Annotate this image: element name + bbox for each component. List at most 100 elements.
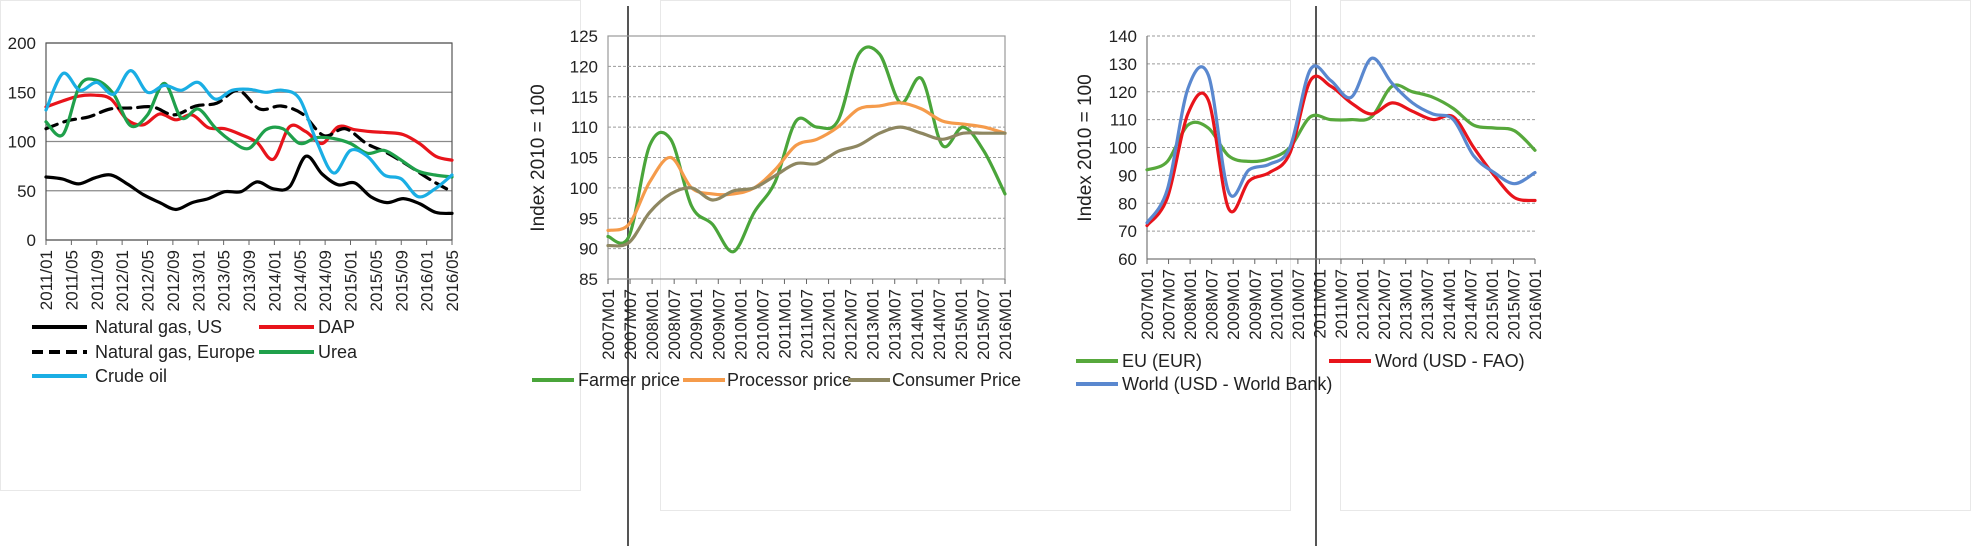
y-tick-label: 100: [1109, 139, 1137, 158]
x-tick-label: 2011M01: [775, 289, 794, 359]
x-tick-label: 2008M07: [1203, 269, 1222, 340]
legend-label-natural-gas-europe: Natural gas, Europe: [95, 342, 255, 362]
x-tick-label: 2010M07: [1289, 269, 1308, 340]
x-tick-label: 2012/09: [164, 250, 183, 311]
y-tick-label: 110: [571, 118, 598, 137]
y-tick-label: 85: [579, 270, 598, 289]
y-tick-label: 90: [579, 240, 598, 259]
x-tick-label: 2012/01: [113, 250, 132, 311]
x-tick-label: 2010M07: [753, 289, 772, 360]
x-tick-label: 2014/09: [316, 250, 335, 311]
chart-frame: [1340, 0, 1971, 511]
x-tick-label: 2010M01: [731, 289, 750, 360]
series-line-dap: [44, 93, 454, 162]
legend-label-dap: DAP: [318, 317, 355, 337]
x-tick-label: 2012/05: [139, 250, 158, 311]
legend-label-processor-price: Processor price: [727, 370, 852, 390]
x-tick-label: 2007M07: [621, 289, 640, 360]
y-tick-label: 110: [1110, 111, 1137, 130]
fertilizer-energy-price-chart: 0 50 100 150 200 2011/01 2011/05 2011/09 2012/01…: [8, 34, 462, 386]
x-tick-label: 2015M07: [974, 289, 993, 360]
series-line-processor-price: [606, 101, 1007, 232]
y-tick-label: 60: [1118, 250, 1137, 269]
y-tick-label: 90: [1118, 166, 1137, 185]
x-tick-label: 2008M01: [643, 289, 662, 360]
y-tick-label: 80: [1118, 194, 1137, 213]
x-tick-label: 2013M01: [864, 289, 883, 360]
series-line-farmer-price: [606, 45, 1007, 254]
y-tick-label: 70: [1118, 222, 1137, 241]
x-tick-label: 2013/01: [189, 250, 208, 311]
legend-label-natural-gas-us: Natural gas, US: [95, 317, 222, 337]
y-tick-label: 115: [571, 88, 598, 107]
x-tick-label: 2014M07: [930, 289, 949, 360]
y-tick-label: 120: [570, 57, 598, 76]
x-tick-label: 2015M01: [952, 289, 971, 360]
x-tick-label: 2012M07: [842, 289, 861, 360]
legend-label-eu-eur: EU (EUR): [1122, 351, 1202, 371]
legend-label-world-usd-world-bank: World (USD - World Bank): [1122, 374, 1332, 394]
legend-label-consumer-price: Consumer Price: [892, 370, 1021, 390]
x-tick-label: 2013M07: [886, 289, 905, 360]
series-line-urea: [44, 77, 454, 179]
x-tick-label: 2009M07: [1246, 269, 1265, 340]
series-line-natural-gas-europe: [44, 88, 454, 194]
x-tick-label: 2013M01: [1397, 269, 1416, 340]
x-tick-label: 2016M01: [996, 289, 1015, 360]
legend-label-farmer-price: Farmer price: [578, 370, 680, 390]
x-tick-label: 2012M01: [1354, 269, 1373, 340]
x-tick-label: 2011M07: [1332, 269, 1351, 339]
x-tick-label: 2008M07: [665, 289, 684, 360]
series-line-natural-gas-us: [44, 154, 454, 216]
x-tick-label: 2014/01: [265, 250, 284, 311]
y-tick-label: 200: [8, 34, 36, 53]
y-tick-label: 125: [570, 27, 598, 46]
x-tick-label: 2007M07: [1160, 269, 1179, 340]
x-tick-label: 2015/05: [367, 250, 386, 311]
x-tick-label: 2015/09: [392, 250, 411, 311]
x-tick-label: 2008M01: [1181, 269, 1200, 340]
x-tick-label: 2015/01: [342, 250, 361, 311]
series-line-eu-eur: [1145, 83, 1537, 172]
y-tick-label: 0: [27, 231, 36, 250]
x-tick-label: 2007M01: [599, 289, 618, 360]
y-tick-label: 105: [570, 149, 598, 168]
legend-label-word-usd-fao: Word (USD - FAO): [1375, 351, 1525, 371]
x-tick-label: 2013/05: [215, 250, 234, 311]
y-tick-label: 130: [1109, 55, 1137, 74]
x-tick-label: 2016/01: [418, 250, 437, 311]
chart-frame: [660, 0, 1291, 511]
y-tick-label: 120: [1109, 83, 1137, 102]
x-tick-label: 2011M01: [1310, 269, 1329, 339]
x-tick-label: 2013/09: [240, 250, 259, 311]
y-tick-label: 95: [579, 209, 598, 228]
x-tick-label: 2015M01: [1483, 269, 1502, 340]
y-axis-label: Index 2010 = 100: [1075, 74, 1096, 221]
y-tick-label: 50: [17, 182, 36, 201]
x-tick-label: 2014M01: [1440, 269, 1459, 340]
x-tick-label: 2015M07: [1504, 269, 1523, 340]
x-tick-label: 2016/05: [443, 250, 462, 311]
y-tick-label: 150: [8, 83, 36, 102]
x-tick-label: 2011M07: [798, 289, 817, 359]
x-tick-label: 2011/01: [37, 250, 56, 310]
y-tick-label: 100: [570, 179, 598, 198]
y-axis-label: Index 2010 = 100: [528, 84, 549, 231]
x-tick-label: 2009M01: [1224, 269, 1243, 340]
x-tick-label: 2013M07: [1418, 269, 1437, 340]
chart-frame: [0, 0, 581, 491]
legend-label-urea: Urea: [318, 342, 358, 362]
series-line-crude-oil: [44, 69, 454, 199]
x-tick-label: 2014M01: [908, 289, 927, 360]
x-tick-label: 2009M01: [687, 289, 706, 360]
legend-label-crude-oil: Crude oil: [95, 366, 167, 386]
x-tick-label: 2011/09: [88, 250, 107, 310]
x-tick-label: 2014M07: [1461, 269, 1480, 340]
series-line-world-usd-world-bank: [1145, 56, 1537, 225]
x-tick-label: 2012M01: [820, 289, 839, 360]
x-tick-label: 2009M07: [709, 289, 728, 360]
x-tick-label: 2014/05: [291, 250, 310, 311]
series-line-word-usd-fao: [1145, 74, 1537, 228]
